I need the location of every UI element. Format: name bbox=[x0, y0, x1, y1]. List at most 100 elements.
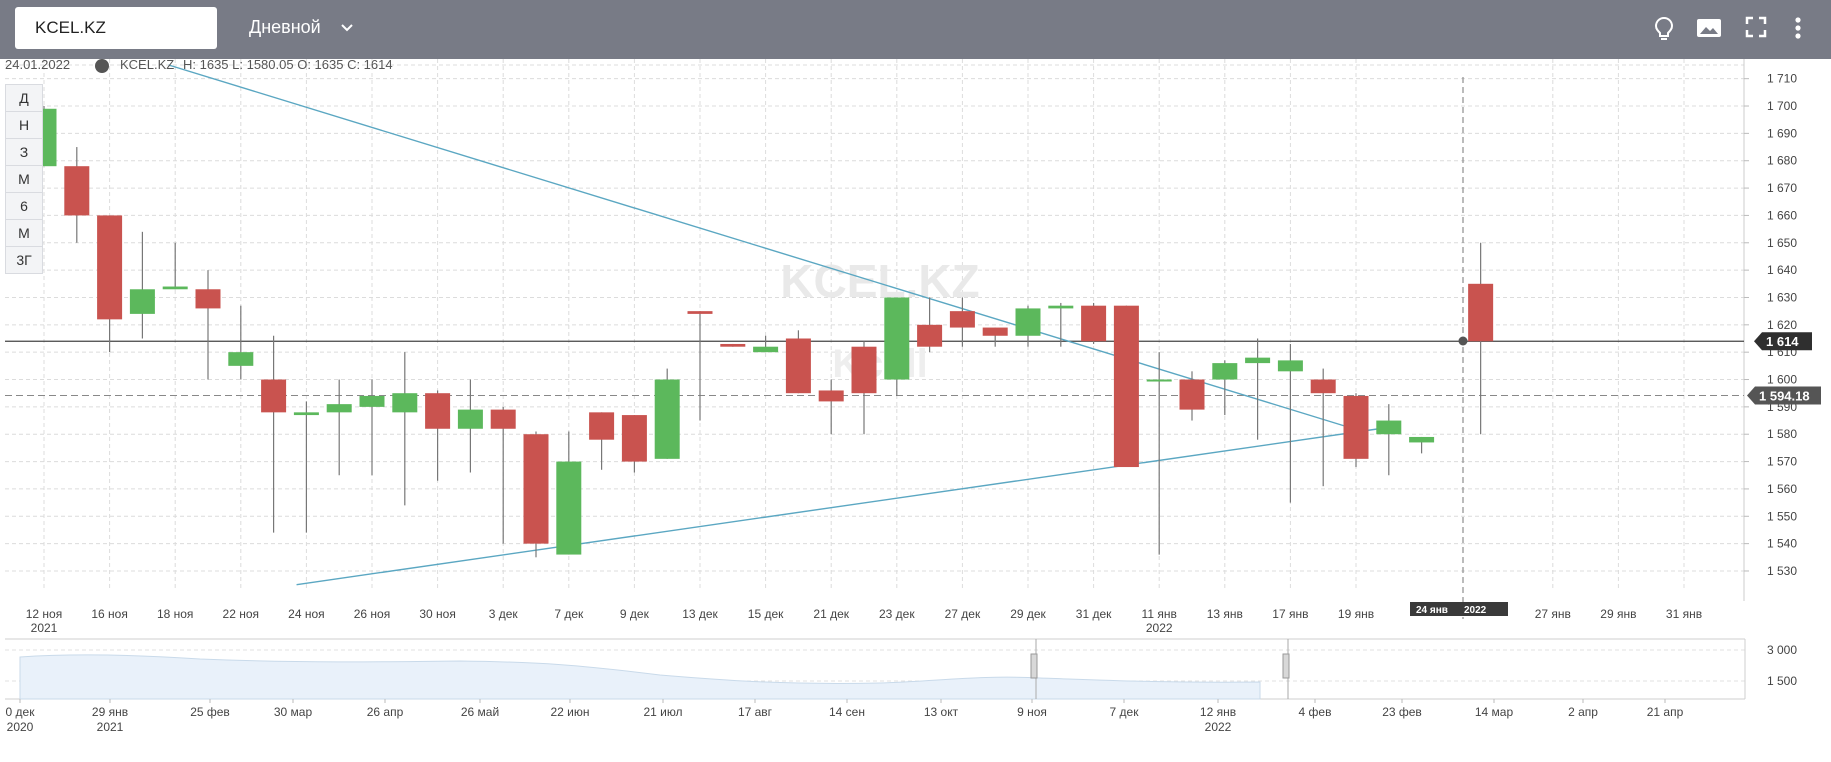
candle-body bbox=[1081, 305, 1107, 342]
candle-body bbox=[818, 390, 844, 402]
x-tick-label: 18 ноя bbox=[157, 607, 193, 621]
candle-body bbox=[195, 289, 221, 309]
candle-body bbox=[392, 393, 418, 413]
candle bbox=[1376, 404, 1402, 476]
period-button[interactable]: М bbox=[6, 166, 42, 193]
x-tick-label: 11 янв bbox=[1142, 607, 1177, 621]
horizontal-lines bbox=[5, 340, 1744, 396]
y-tick-label: 1 630 bbox=[1767, 290, 1797, 304]
navigator-x-label: 29 янв bbox=[92, 705, 128, 719]
chevron-down-icon[interactable] bbox=[339, 20, 355, 36]
candle-body bbox=[1468, 283, 1494, 342]
navigator-x-label: 4 фев bbox=[1299, 705, 1332, 719]
candle-body bbox=[917, 324, 943, 347]
y-tick-label: 1 540 bbox=[1767, 537, 1797, 551]
trend-line bbox=[296, 428, 1380, 586]
legend-dot bbox=[95, 59, 109, 73]
candle bbox=[195, 270, 221, 380]
candle-body bbox=[359, 395, 385, 407]
more-vert-icon[interactable] bbox=[1792, 16, 1804, 40]
candle-body bbox=[523, 434, 549, 544]
y-tick-label: 1 620 bbox=[1767, 318, 1797, 332]
candle bbox=[654, 368, 680, 459]
image-icon[interactable] bbox=[1696, 16, 1722, 40]
candle bbox=[162, 242, 188, 290]
candle bbox=[392, 352, 418, 506]
period-button[interactable]: М bbox=[6, 220, 42, 247]
x-tick-label: 7 дек bbox=[554, 607, 584, 621]
candle bbox=[1146, 352, 1172, 555]
candle bbox=[64, 147, 90, 243]
candle bbox=[359, 379, 385, 476]
crosshair-date: 24 янв bbox=[1416, 605, 1448, 616]
x-tick-label: 15 дек bbox=[748, 607, 784, 621]
candle-body bbox=[293, 412, 319, 416]
navigator-x-year: 2021 bbox=[97, 720, 124, 734]
candle bbox=[1081, 302, 1107, 344]
navigator-x-label: 7 дек bbox=[1110, 705, 1140, 719]
candle bbox=[851, 341, 877, 435]
candle bbox=[982, 327, 1008, 347]
fullscreen-icon[interactable] bbox=[1745, 16, 1767, 38]
legend-date: 24.01.2022 bbox=[5, 59, 70, 72]
x-tick-label: 9 дек bbox=[620, 607, 650, 621]
y-tick-label: 1 690 bbox=[1767, 126, 1797, 140]
x-tick-label: 23 дек bbox=[879, 607, 915, 621]
candle-body bbox=[654, 379, 680, 459]
period-button[interactable]: З bbox=[6, 139, 42, 166]
x-tick-label: 21 дек bbox=[813, 607, 849, 621]
lightbulb-icon[interactable] bbox=[1652, 16, 1676, 42]
candle bbox=[621, 415, 647, 473]
period-button[interactable]: Н bbox=[6, 112, 42, 139]
navigator-x-label: 17 авг bbox=[738, 705, 773, 719]
candle-body bbox=[261, 379, 287, 413]
candle bbox=[523, 431, 549, 558]
candle bbox=[1245, 338, 1271, 440]
x-tick-label: 31 дек bbox=[1076, 607, 1112, 621]
candle bbox=[687, 311, 713, 421]
navigator-selection bbox=[1030, 639, 1288, 699]
candle bbox=[753, 335, 779, 353]
price-chart[interactable]: KCEL.KZ Kcell 1 530 1 540 1 550 1 560 1 570 1… bbox=[0, 59, 1831, 762]
candle bbox=[1277, 343, 1303, 503]
symbol-input[interactable]: KCEL.KZ bbox=[15, 7, 217, 49]
candle-body bbox=[1245, 357, 1271, 364]
candle bbox=[589, 412, 615, 470]
candle bbox=[97, 215, 123, 353]
interval-selector[interactable]: Дневной bbox=[249, 17, 321, 37]
y-tick-label: 1 560 bbox=[1767, 482, 1797, 496]
navigator-area bbox=[19, 654, 1261, 700]
navigator-x-label: 25 фев bbox=[190, 705, 230, 719]
y-tick-label: 1 680 bbox=[1767, 154, 1797, 168]
x-tick-label: 3 дек bbox=[489, 607, 519, 621]
y-tick-label: 1 580 bbox=[1767, 427, 1797, 441]
candle bbox=[129, 231, 155, 339]
x-tick-year: 2022 bbox=[1146, 621, 1173, 635]
period-button[interactable]: 3Г bbox=[16, 252, 32, 268]
candle bbox=[1015, 305, 1041, 347]
candle bbox=[293, 401, 319, 533]
candle-body bbox=[97, 215, 123, 320]
candle bbox=[785, 330, 811, 394]
candle-body bbox=[1048, 305, 1074, 309]
navigator-left-handle bbox=[1030, 653, 1038, 679]
toolbar: KCEL.KZ Дневной bbox=[0, 0, 1831, 59]
candle bbox=[490, 406, 516, 544]
candle-body bbox=[64, 166, 90, 216]
navigator-x-label: 23 фев bbox=[1382, 705, 1422, 719]
candle bbox=[228, 305, 254, 380]
period-button[interactable]: Д bbox=[6, 85, 42, 112]
candle-body bbox=[129, 289, 155, 314]
navigator-x-label: 22 июн bbox=[550, 705, 589, 719]
y-tick-label: 1 550 bbox=[1767, 509, 1797, 523]
period-button[interactable]: 6 bbox=[6, 193, 42, 220]
candle-body bbox=[228, 352, 254, 366]
watermark-symbol: KCEL.KZ bbox=[780, 255, 979, 307]
x-tick-label: 19 янв bbox=[1338, 607, 1374, 621]
price-label-box bbox=[1747, 386, 1821, 405]
x-tick-label: 27 дек bbox=[945, 607, 981, 621]
candle-body bbox=[1212, 363, 1238, 380]
